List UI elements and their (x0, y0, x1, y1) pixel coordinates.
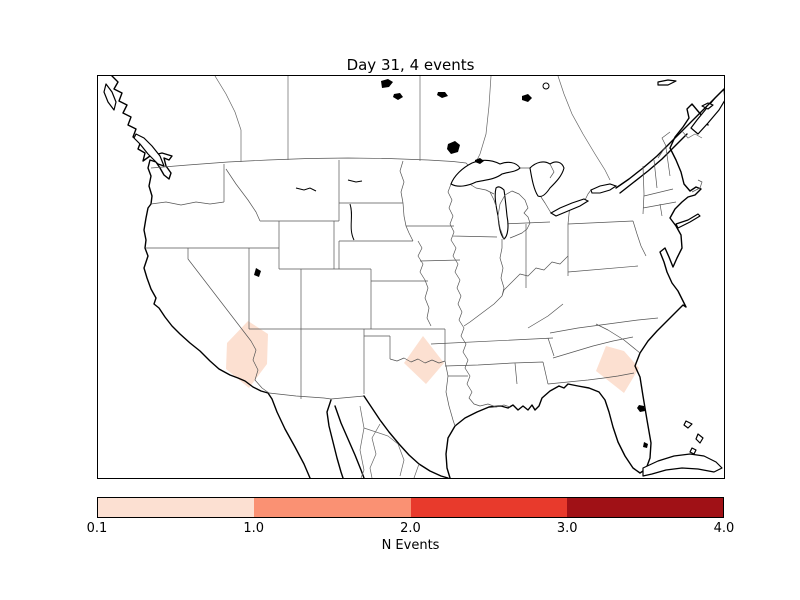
colorbar-tick-0: 0.1 (86, 521, 108, 536)
us-canada-border (150, 157, 490, 172)
nova-scotia (690, 88, 724, 135)
long-island (675, 213, 701, 229)
state-borders-west (146, 164, 391, 399)
missouri-river-dakotas (349, 203, 355, 241)
st-lawrence-river (615, 88, 724, 189)
us-mexico-border (268, 392, 365, 400)
event-region-texas-oklahoma (404, 336, 444, 384)
lake-michigan (494, 186, 509, 240)
canada-lake-dot (542, 82, 550, 90)
map-canvas (103, 76, 724, 478)
event-region-nevada-arizona (226, 321, 268, 388)
state-borders-midwest (447, 182, 569, 408)
colorbar-tick-4: 4.0 (713, 521, 735, 536)
lake-huron (529, 161, 565, 198)
michigan-mitten-coast (497, 190, 531, 240)
green-bay (489, 191, 497, 207)
great-salt-lake (254, 268, 261, 277)
cape-cod-hook (691, 179, 703, 193)
st-lawrence-north-bank (619, 133, 688, 194)
colorbar-segment-1 (98, 498, 255, 517)
colorbar-tick-1: 1.0 (243, 521, 265, 536)
bahamas-islands (683, 420, 704, 455)
colorbar-segment-4 (566, 498, 723, 517)
lake-nipigon (447, 141, 460, 154)
canada-province-borders (214, 76, 703, 181)
colorbar-ticks: 0.1 1.0 2.0 3.0 4.0 (87, 521, 735, 537)
haida-gwaii-island (103, 83, 117, 111)
state-borders-northeast (567, 131, 677, 276)
lake-ontario (590, 183, 618, 194)
baja-east-shore (326, 399, 344, 478)
mexico-gulf-of-california-shore (334, 405, 365, 478)
state-borders-plains (338, 160, 461, 427)
georgian-bay (549, 163, 555, 179)
border-huron-erie-links (520, 167, 592, 214)
figure-title: Day 31, 4 events (346, 56, 475, 74)
colorbar-segment-2 (254, 498, 411, 517)
event-region-georgia-florida (596, 346, 639, 393)
colorbar-tick-2: 2.0 (400, 521, 421, 536)
colorbar-tick-3: 3.0 (556, 521, 578, 536)
colorbar-segment-3 (410, 498, 567, 517)
florida-lakes (637, 405, 648, 448)
north-dakota-lakes (347, 179, 363, 183)
state-borders-south (430, 303, 659, 385)
lake-superior (450, 159, 521, 187)
montana-reservoir (295, 187, 317, 192)
colorbar-axis-label: N Events (381, 538, 440, 553)
map-axes (97, 75, 725, 479)
colorbar (97, 497, 724, 518)
cuba (642, 453, 723, 477)
rio-grande (363, 395, 449, 478)
anticosti-island (657, 79, 677, 86)
vancouver-island (133, 133, 165, 167)
lake-erie (549, 198, 590, 217)
mexico-state-lines (359, 405, 420, 478)
